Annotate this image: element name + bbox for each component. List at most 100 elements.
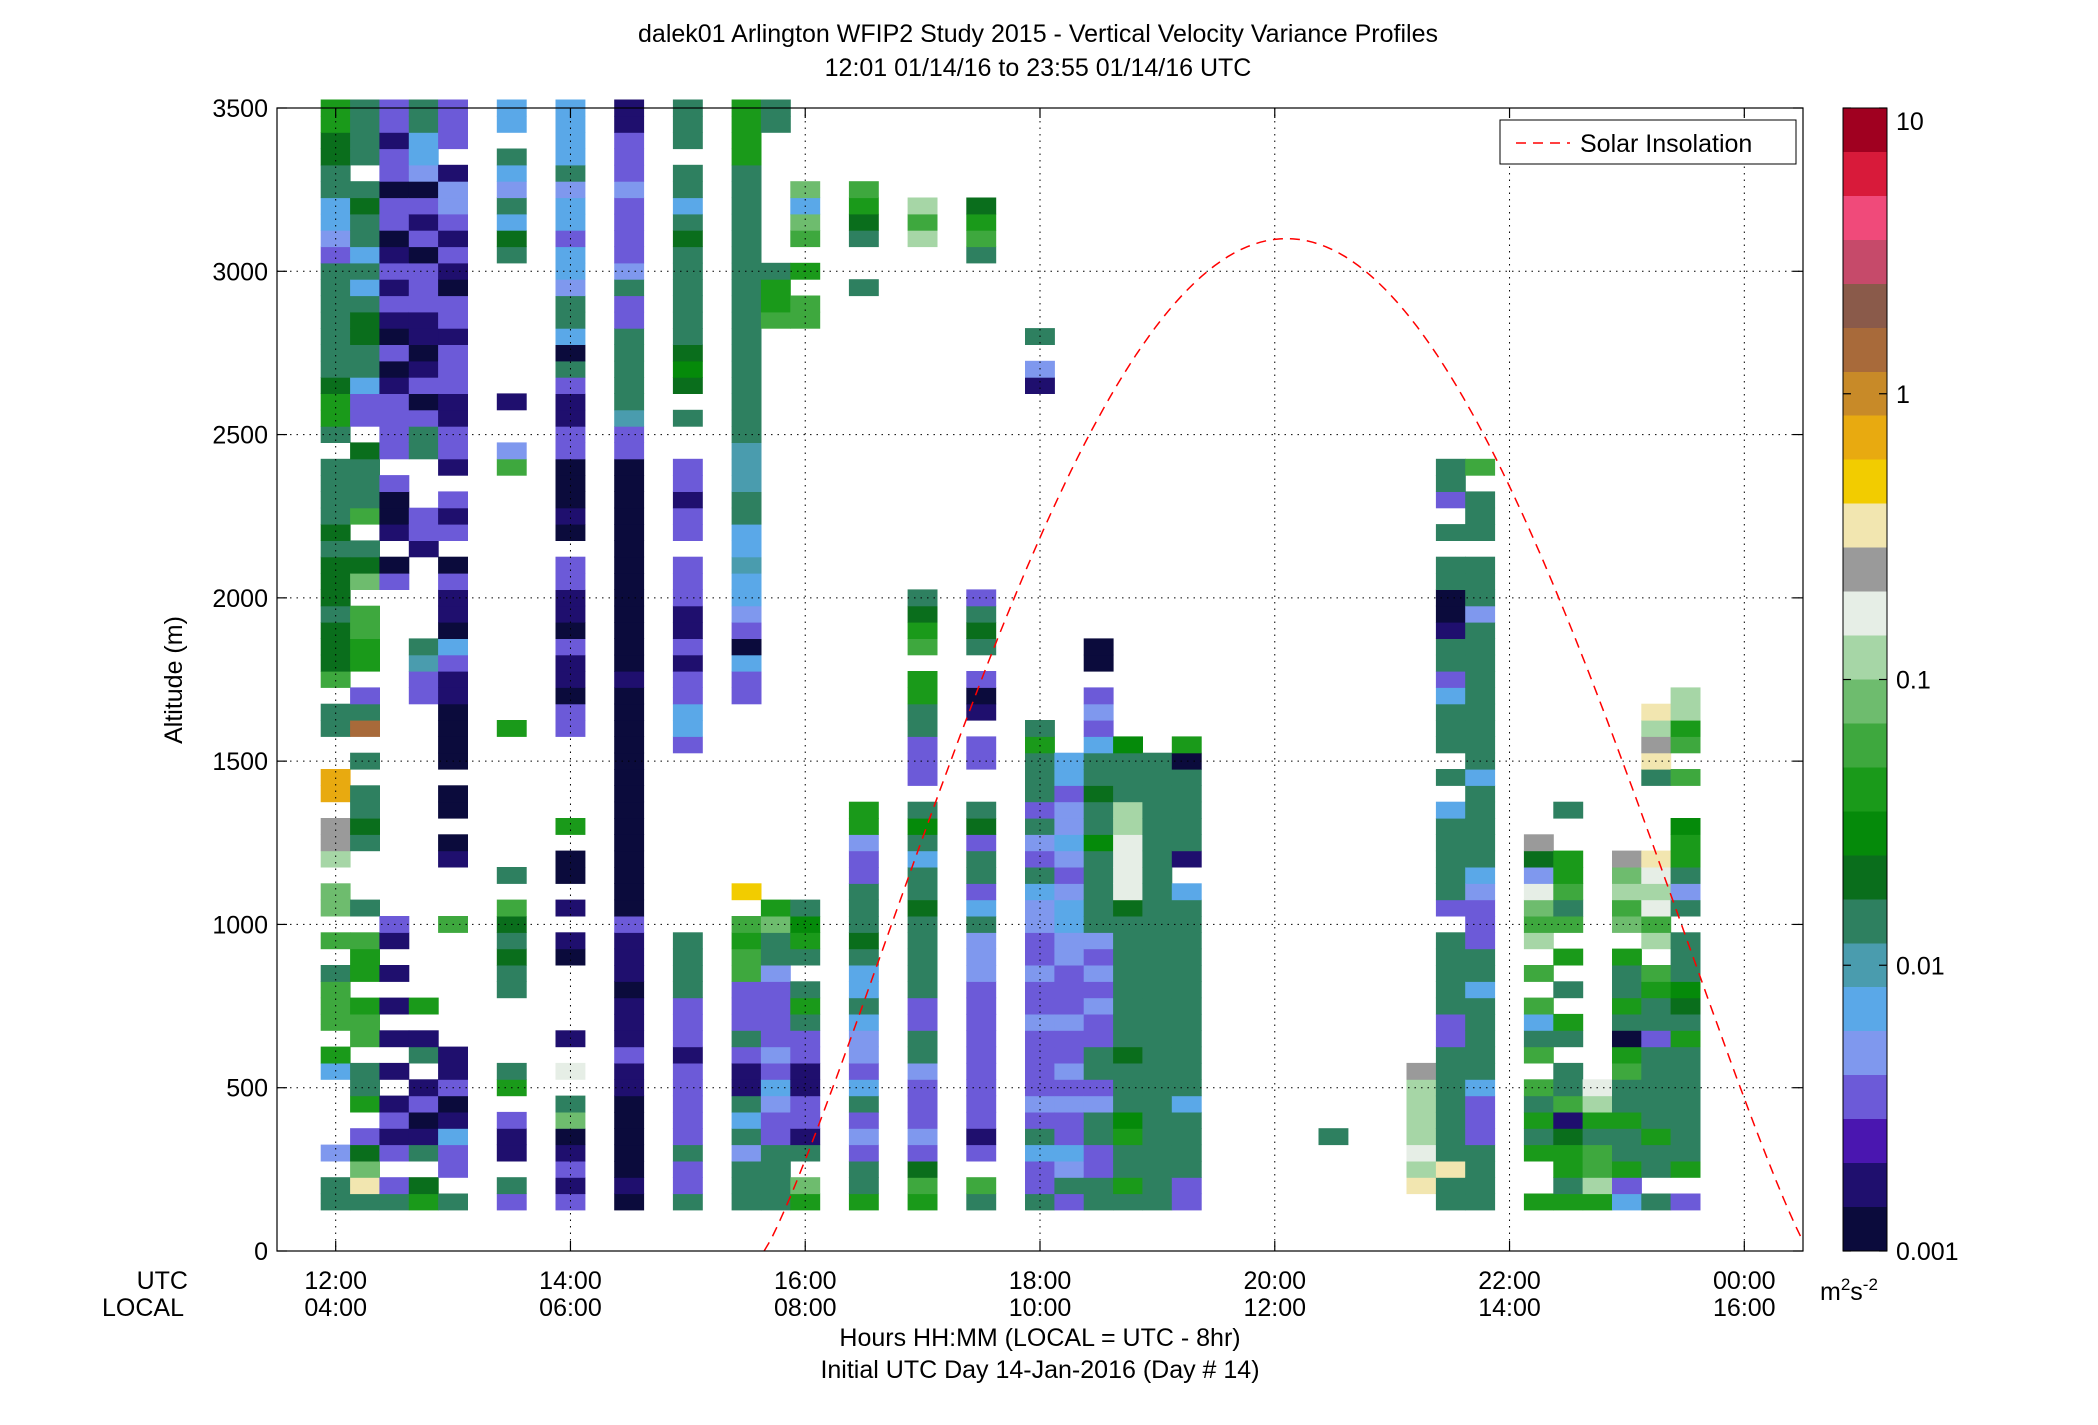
heatmap-cell [438,1062,468,1080]
heatmap-cell [1025,1079,1055,1097]
heatmap-cell [672,1193,703,1211]
heatmap-cell [1435,932,1466,950]
heatmap-cell [496,246,527,264]
heatmap-cell [614,1160,645,1178]
heatmap-cell [1435,948,1466,966]
heatmap-cell [790,1177,821,1195]
heatmap-cell [408,426,439,443]
heatmap-cell [731,654,762,672]
heatmap-cell [1465,573,1496,590]
heatmap-cell [614,605,645,623]
heatmap-cell [438,230,468,248]
heatmap-cell [408,524,439,541]
x-tick-label-utc: 12:00 [304,1267,367,1295]
heatmap-cell [966,997,997,1015]
heatmap-cell [350,328,380,345]
heatmap-cell [1171,752,1202,770]
heatmap-cell [320,409,351,427]
heatmap-cell [1465,458,1496,476]
heatmap-cell [1142,850,1173,868]
heatmap-cell [966,867,997,884]
heatmap-cell [731,671,762,688]
heatmap-cell [848,1013,879,1031]
heatmap-cell [672,246,703,264]
heatmap-cell [379,1095,410,1113]
heatmap-cell [1670,769,1701,786]
heatmap-cell [1406,1144,1437,1162]
heatmap-cell [350,344,380,362]
heatmap-cell [1465,507,1496,525]
heatmap-cell [1054,1013,1085,1031]
heatmap-cell [1025,1111,1055,1129]
heatmap-cell [1083,1177,1114,1195]
heatmap-cell [1435,899,1466,917]
heatmap-cell [1054,818,1085,835]
heatmap-cell [1465,1128,1496,1146]
heatmap-cell [1670,948,1701,966]
heatmap-cell [1171,1079,1202,1097]
heatmap-cell [1113,752,1143,770]
heatmap-cell [1142,1030,1173,1048]
heatmap-cell [731,360,762,378]
heatmap-cell [1465,818,1496,835]
x-axis-sublabel: Initial UTC Day 14-Jan-2016 (Day # 14) [820,1356,1259,1384]
heatmap-cell [1083,850,1114,868]
heatmap-cell [731,132,762,150]
heatmap-cell [907,197,938,215]
heatmap-cell [1435,1013,1466,1031]
heatmap-cell [1318,1128,1349,1146]
heatmap-cell [1083,785,1114,803]
heatmap-cell [672,1062,703,1080]
x-tick-label-local: 12:00 [1243,1294,1306,1322]
heatmap-cell [350,687,380,705]
heatmap-cell [1054,801,1085,819]
heatmap-cell [555,850,586,868]
heatmap-cell [438,1095,468,1113]
heatmap-cell [848,932,879,950]
heatmap-cell [672,736,703,754]
heatmap-cell [1523,997,1554,1015]
heatmap-cell [1054,769,1085,786]
heatmap-cell [731,164,762,182]
heatmap-cell [672,948,703,966]
heatmap-cell [907,1177,938,1195]
heatmap-cell [907,1062,938,1080]
heatmap-cell [1435,1062,1466,1080]
colorbar-units-base: m [1820,1278,1841,1306]
heatmap-cell [966,197,997,215]
heatmap-cell [408,1144,439,1162]
heatmap-cell [1142,801,1173,819]
heatmap-cell [350,393,380,411]
heatmap-cell [1465,720,1496,737]
heatmap-cell [1612,997,1642,1015]
heatmap-cell [1523,883,1554,901]
heatmap-cell [1054,834,1085,852]
heatmap-cells [320,99,1701,1211]
heatmap-cell [731,997,762,1015]
heatmap-cell [408,132,439,150]
heatmap-cell [614,769,645,786]
heatmap-cell [1406,1128,1437,1146]
heatmap-cell [438,197,468,215]
heatmap-cell [614,834,645,852]
heatmap-cell [672,409,703,427]
heatmap-cell [320,1046,351,1064]
heatmap-cell [438,524,468,541]
heatmap-cell [1523,1013,1554,1031]
heatmap-cell [1083,834,1114,852]
colorbar-tick-label: 0.01 [1896,952,1945,980]
heatmap-cell [1171,1144,1202,1162]
heatmap-cell [1083,1046,1114,1064]
heatmap-cell [496,230,527,248]
heatmap-cell [350,1095,380,1113]
heatmap-cell [1171,1128,1202,1146]
heatmap-cell [1054,981,1085,999]
heatmap-cell [848,279,879,297]
heatmap-cell [672,475,703,492]
heatmap-cell [555,687,586,705]
x-tick-label-local: 08:00 [774,1294,837,1322]
heatmap-cell [1171,736,1202,754]
heatmap-cell [555,279,586,297]
heatmap-cell [350,785,380,803]
heatmap-cell [320,311,351,329]
